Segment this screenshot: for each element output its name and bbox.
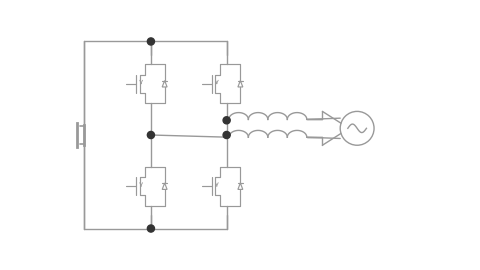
Circle shape (223, 117, 230, 124)
Circle shape (147, 131, 155, 139)
Circle shape (147, 225, 155, 232)
Circle shape (223, 131, 230, 139)
Circle shape (147, 38, 155, 45)
